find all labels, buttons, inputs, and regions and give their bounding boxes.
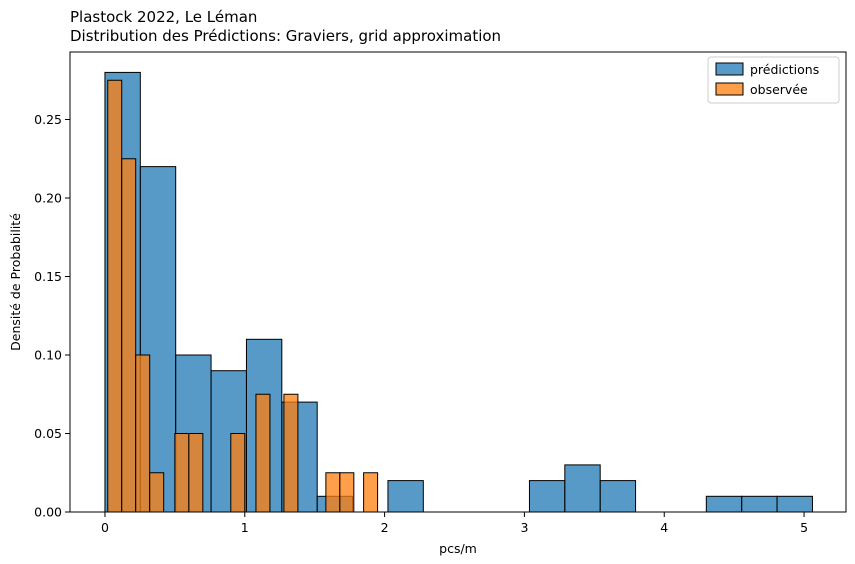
observed-bars — [107, 79, 379, 513]
prediction-bar-7 — [387, 480, 424, 513]
observed-bar-8 — [283, 393, 299, 513]
x-tick-label: 1 — [241, 520, 249, 535]
y-tick-label: 0.05 — [34, 426, 62, 441]
x-tick-label: 4 — [660, 520, 668, 535]
observed-bar-1 — [121, 158, 137, 513]
observed-bar-9 — [325, 472, 341, 513]
chart-title: Plastock 2022, Le Léman Distribution des… — [70, 8, 501, 45]
x-tick-label: 5 — [800, 520, 808, 535]
observed-bar-2 — [135, 354, 151, 513]
x-tick-label: 3 — [520, 520, 528, 535]
observed-bar-4 — [174, 433, 190, 513]
x-tick-label: 2 — [381, 520, 389, 535]
observed-bar-7 — [255, 393, 271, 513]
y-tick-label: 0.15 — [34, 269, 62, 284]
observed-bar-11 — [363, 472, 379, 513]
prediction-bar-8 — [528, 480, 566, 513]
prediction-bar-13 — [776, 495, 813, 513]
y-tick-label: 0.20 — [34, 191, 62, 206]
chart-title-line-1: Plastock 2022, Le Léman — [70, 8, 257, 26]
observed-bar-5 — [188, 433, 204, 513]
y-tick-label: 0.25 — [34, 112, 62, 127]
legend-label: prédictions — [750, 62, 819, 77]
observed-bar-6 — [230, 433, 246, 513]
legend-swatch — [715, 82, 744, 96]
x-axis-label: pcs/m — [439, 541, 477, 556]
prediction-bar-9 — [564, 464, 601, 513]
observed-bar-3 — [149, 472, 165, 513]
prediction-bar-10 — [599, 480, 637, 513]
x-tick-label: 0 — [101, 520, 109, 535]
predictions-bars — [104, 71, 813, 513]
prediction-bar-11 — [705, 495, 743, 513]
legend-swatch — [715, 62, 744, 76]
observed-bar-10 — [339, 472, 355, 513]
axes: 0 1 2 3 4 5 0.00 0.05 0.10 0.15 0.20 0.25 — [34, 51, 847, 535]
y-axis-label: Densité de Probabilité — [8, 213, 23, 351]
legend-label: observée — [750, 82, 808, 97]
plot-frame — [69, 51, 847, 513]
chart-title-line-2: Distribution des Prédictions: Graviers, … — [70, 27, 501, 45]
observed-bar-0 — [107, 79, 123, 513]
y-tick-label: 0.10 — [34, 348, 62, 363]
legend: prédictions observée — [707, 56, 840, 104]
prediction-bar-12 — [741, 495, 778, 513]
y-tick-label: 0.00 — [34, 505, 62, 520]
